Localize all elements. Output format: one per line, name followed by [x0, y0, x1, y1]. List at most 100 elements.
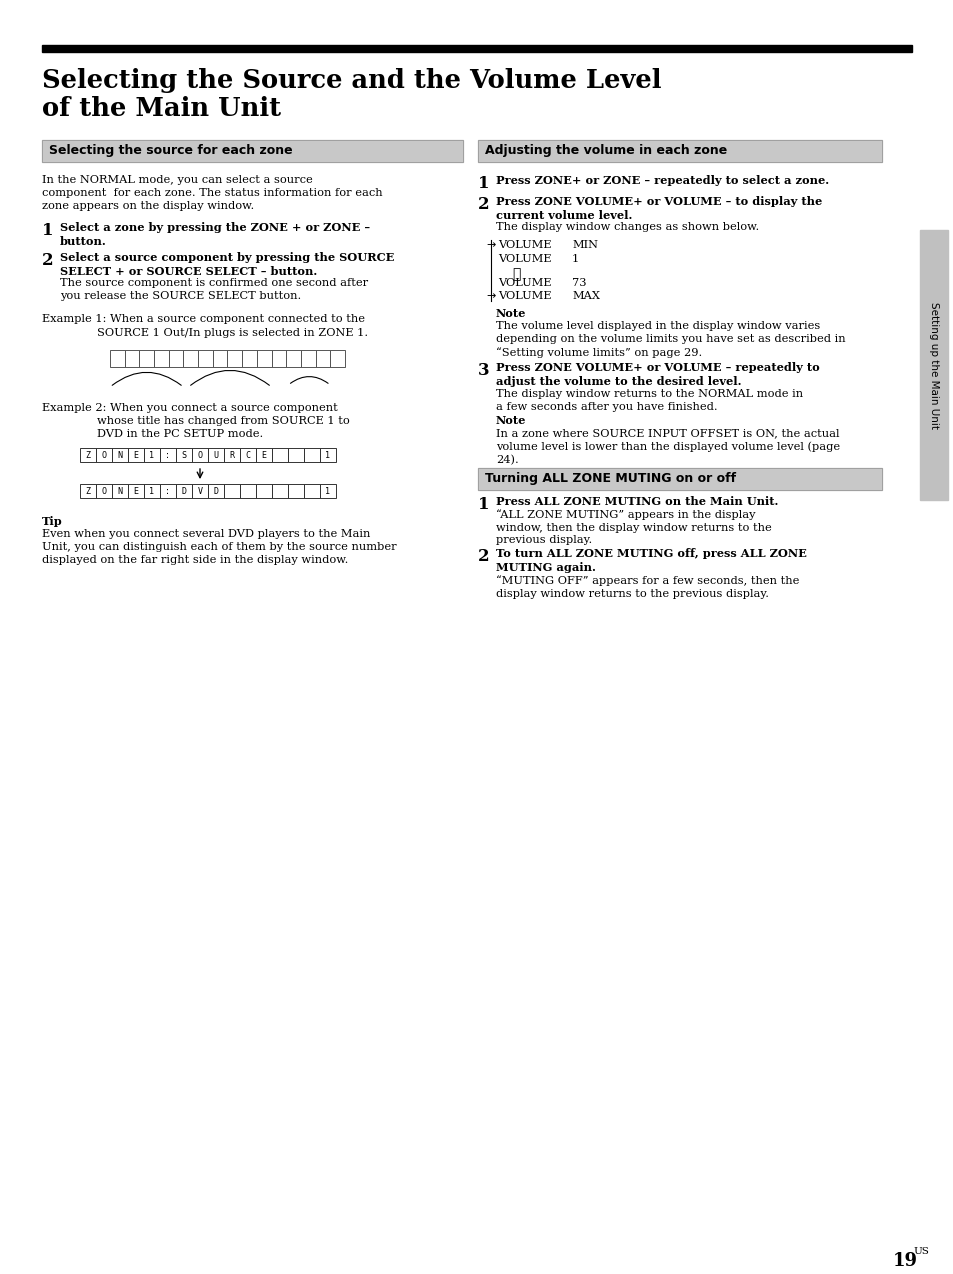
- Text: VOLUME: VOLUME: [497, 240, 551, 250]
- Text: 2: 2: [477, 196, 489, 213]
- Bar: [224, 448, 240, 462]
- Text: Note: Note: [496, 308, 526, 318]
- Bar: [477, 468, 882, 490]
- Bar: [286, 350, 300, 367]
- Text: 1: 1: [477, 175, 489, 192]
- Bar: [255, 448, 272, 462]
- Text: of the Main Unit: of the Main Unit: [42, 96, 281, 121]
- Bar: [128, 484, 144, 498]
- Bar: [255, 484, 272, 498]
- Text: Select a zone by pressing the ZONE + or ZONE –
button.: Select a zone by pressing the ZONE + or …: [60, 222, 370, 247]
- Text: R: R: [230, 451, 234, 460]
- Text: 1: 1: [42, 222, 53, 240]
- Text: N: N: [117, 488, 122, 497]
- Bar: [272, 350, 286, 367]
- Text: O: O: [101, 451, 107, 460]
- Bar: [125, 350, 139, 367]
- Text: →: →: [485, 240, 495, 250]
- Bar: [300, 350, 315, 367]
- Text: 2: 2: [477, 548, 489, 564]
- Bar: [240, 448, 255, 462]
- Text: The display window changes as shown below.: The display window changes as shown belo…: [496, 222, 759, 232]
- Text: Press ZONE VOLUME+ or VOLUME – to display the
current volume level.: Press ZONE VOLUME+ or VOLUME – to displa…: [496, 196, 821, 222]
- Bar: [256, 350, 272, 367]
- Text: Z: Z: [86, 488, 91, 497]
- Bar: [183, 350, 198, 367]
- Text: E: E: [133, 488, 138, 497]
- Bar: [477, 140, 882, 162]
- Text: 1: 1: [150, 451, 154, 460]
- Text: 73: 73: [572, 278, 586, 288]
- Bar: [112, 484, 128, 498]
- Bar: [315, 350, 330, 367]
- Bar: [153, 350, 169, 367]
- Text: The volume level displayed in the display window varies
depending on the volume : The volume level displayed in the displa…: [496, 321, 844, 358]
- Bar: [175, 484, 192, 498]
- Bar: [288, 448, 304, 462]
- Bar: [240, 484, 255, 498]
- Text: “ALL ZONE MUTING” appears in the display
window, then the display window returns: “ALL ZONE MUTING” appears in the display…: [496, 510, 771, 545]
- Text: 1: 1: [477, 496, 489, 513]
- Text: E: E: [261, 451, 266, 460]
- Text: O: O: [197, 451, 202, 460]
- Bar: [42, 140, 462, 162]
- Text: :: :: [165, 488, 171, 497]
- Bar: [80, 448, 96, 462]
- Bar: [319, 484, 335, 498]
- Bar: [208, 448, 224, 462]
- Text: E: E: [133, 451, 138, 460]
- Text: Z: Z: [86, 451, 91, 460]
- Text: MAX: MAX: [572, 290, 599, 301]
- Bar: [319, 448, 335, 462]
- Bar: [272, 484, 288, 498]
- Bar: [227, 350, 242, 367]
- Text: Even when you connect several DVD players to the Main
Unit, you can distinguish : Even when you connect several DVD player…: [42, 529, 396, 564]
- Text: 2: 2: [42, 252, 53, 269]
- Text: 1: 1: [572, 254, 578, 264]
- Text: :: :: [165, 451, 171, 460]
- Bar: [919, 231, 947, 499]
- Bar: [224, 484, 240, 498]
- Text: ⋮: ⋮: [512, 268, 519, 282]
- Text: C: C: [245, 451, 251, 460]
- Bar: [213, 350, 227, 367]
- Text: Selecting the source for each zone: Selecting the source for each zone: [49, 144, 293, 157]
- Text: In the NORMAL mode, you can select a source
component  for each zone. The status: In the NORMAL mode, you can select a sou…: [42, 175, 382, 210]
- Text: 19: 19: [892, 1252, 917, 1270]
- Bar: [80, 484, 96, 498]
- Bar: [112, 448, 128, 462]
- Text: Tip: Tip: [42, 516, 63, 527]
- Text: US: US: [912, 1247, 928, 1256]
- Bar: [304, 484, 319, 498]
- Text: VOLUME: VOLUME: [497, 290, 551, 301]
- Bar: [160, 448, 175, 462]
- Text: Example 2: When you connect a source component: Example 2: When you connect a source com…: [42, 403, 337, 413]
- Text: 1: 1: [150, 488, 154, 497]
- Text: 1: 1: [325, 488, 330, 497]
- Bar: [42, 140, 462, 162]
- Text: Adjusting the volume in each zone: Adjusting the volume in each zone: [484, 144, 726, 157]
- Bar: [477, 140, 882, 162]
- Text: VOLUME: VOLUME: [497, 254, 551, 264]
- Bar: [198, 350, 213, 367]
- Text: Press ZONE+ or ZONE – repeatedly to select a zone.: Press ZONE+ or ZONE – repeatedly to sele…: [496, 175, 828, 186]
- Bar: [169, 350, 183, 367]
- Text: N: N: [117, 451, 122, 460]
- Bar: [330, 350, 345, 367]
- Bar: [144, 484, 160, 498]
- Bar: [96, 484, 112, 498]
- Text: To turn ALL ZONE MUTING off, press ALL ZONE
MUTING again.: To turn ALL ZONE MUTING off, press ALL Z…: [496, 548, 806, 573]
- Text: VOLUME: VOLUME: [497, 278, 551, 288]
- Text: DVD in the PC SETUP mode.: DVD in the PC SETUP mode.: [97, 429, 263, 440]
- Bar: [144, 448, 160, 462]
- Bar: [96, 448, 112, 462]
- Bar: [242, 350, 256, 367]
- Text: Press ZONE VOLUME+ or VOLUME – repeatedly to
adjust the volume to the desired le: Press ZONE VOLUME+ or VOLUME – repeatedl…: [496, 362, 819, 387]
- Text: →: →: [485, 290, 495, 301]
- Text: “MUTING OFF” appears for a few seconds, then the
display window returns to the p: “MUTING OFF” appears for a few seconds, …: [496, 575, 799, 599]
- Text: D: D: [181, 488, 186, 497]
- Bar: [160, 484, 175, 498]
- Text: The source component is confirmed one second after
you release the SOURCE SELECT: The source component is confirmed one se…: [60, 278, 368, 301]
- Bar: [110, 350, 125, 367]
- Text: Selecting the Source and the Volume Level: Selecting the Source and the Volume Leve…: [42, 68, 660, 93]
